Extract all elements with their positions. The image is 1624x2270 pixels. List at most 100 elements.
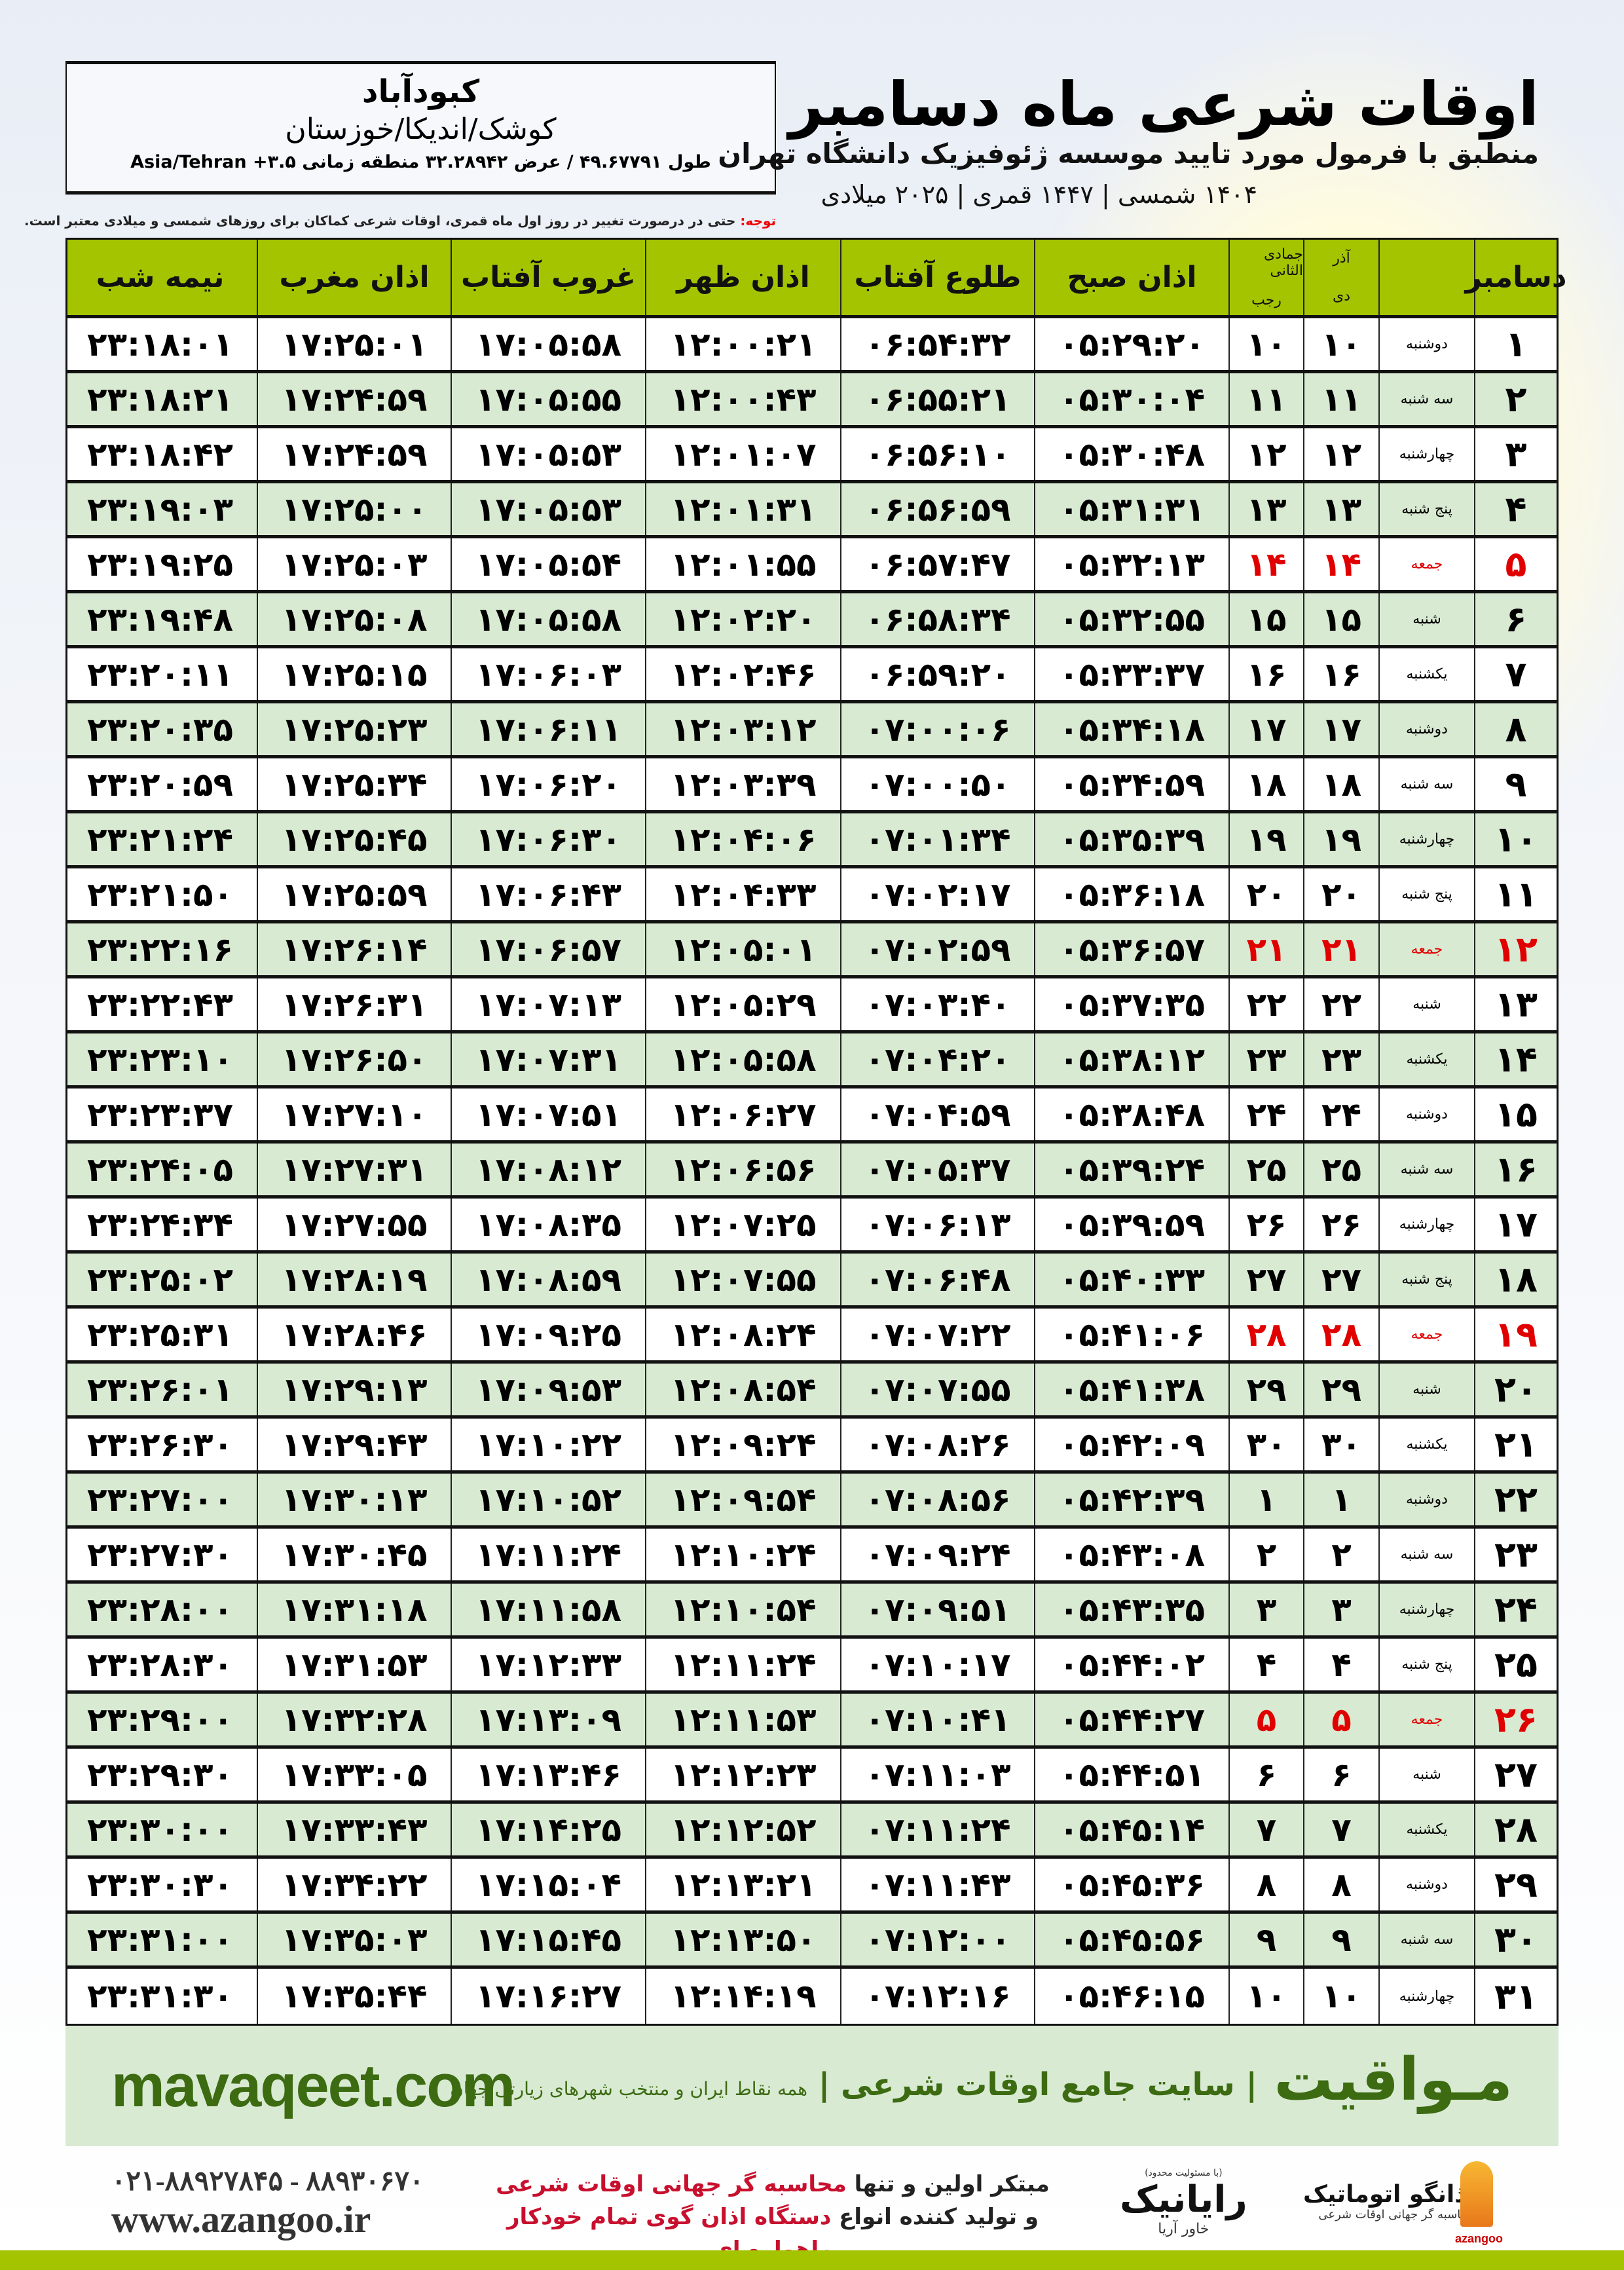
cell-day: ۴ <box>1474 483 1557 535</box>
cell-zohr: ۱۲:۰۵:۲۹ <box>645 978 840 1030</box>
cell-weekday: دوشنبه <box>1378 1474 1474 1525</box>
cell-sobh: ۰۵:۳۹:۵۹ <box>1034 1199 1228 1250</box>
region-name: کوشک/اندیکا/خوزستان <box>285 113 557 146</box>
site-link[interactable]: mavaqeet.com <box>111 2053 515 2119</box>
cell-hijri-day: ۲۵ <box>1228 1144 1303 1195</box>
table-row: ۳ چهارشنبه ۱۲ ۱۲ ۰۵:۳۰:۴۸ ۰۶:۵۶:۱۰ ۱۲:۰۱:۰۷ ۱۷:… <box>67 428 1557 483</box>
cell-shamsi-day: ۲۴ <box>1303 1088 1378 1140</box>
cell-day: ۲۷ <box>1474 1749 1557 1800</box>
promo-line2b: دستگاه اذان گوی تمام خودکار ماهواره ای <box>506 2204 834 2263</box>
cell-hijri-day: ۲۱ <box>1228 923 1303 975</box>
cell-day: ۱۶ <box>1474 1144 1557 1195</box>
cell-hijri-day: ۴ <box>1228 1639 1303 1690</box>
cell-zohr: ۱۲:۱۰:۵۴ <box>645 1584 840 1635</box>
cell-zohr: ۱۲:۰۶:۲۷ <box>645 1088 840 1140</box>
cell-maghrib: ۱۷:۲۷:۱۰ <box>257 1088 451 1140</box>
cell-zohr: ۱۲:۰۶:۵۶ <box>645 1144 840 1195</box>
cell-nimeshab: ۲۳:۲۲:۱۶ <box>86 930 234 969</box>
cell-hijri-day: ۲۴ <box>1228 1088 1303 1140</box>
cell-zohr: ۱۲:۰۹:۲۴ <box>645 1419 840 1470</box>
table-row: ۶ شنبه ۱۵ ۱۵ ۰۵:۳۲:۵۵ ۰۶:۵۸:۳۴ ۱۲:۰۲:۲۰ ۱۷:۰۵:۵… <box>67 593 1557 648</box>
cell-day: ۲۰ <box>1474 1364 1557 1415</box>
cell-maghrib: ۱۷:۳۱:۵۳ <box>257 1639 451 1690</box>
cell-tolu: ۰۷:۱۱:۰۳ <box>840 1749 1034 1800</box>
cell-maghrib: ۱۷:۳۵:۰۳ <box>257 1914 451 1965</box>
table-row: ۱۴ یکشنبه ۲۳ ۲۳ ۰۵:۳۸:۱۲ ۰۷:۰۴:۲۰ ۱۲:۰۵:۵۸ ۱۷:۰… <box>67 1033 1557 1088</box>
cell-maghrib: ۱۷:۳۵:۴۴ <box>257 1969 451 2024</box>
cell-nimeshab: ۲۳:۲۷:۳۰ <box>86 1535 234 1574</box>
cell-nimeshab: ۲۳:۱۹:۴۸ <box>86 600 234 639</box>
cell-zohr: ۱۲:۱۴:۱۹ <box>645 1969 840 2024</box>
note-label: توجه: <box>740 213 776 229</box>
header-weekday <box>1378 240 1474 315</box>
cell-maghrib: ۱۷:۲۹:۱۳ <box>257 1364 451 1415</box>
cell-hijri-day: ۲۰ <box>1228 868 1303 920</box>
cell-shamsi-day: ۱۲ <box>1303 428 1378 480</box>
azangoo-latin: azangoo <box>1455 2232 1504 2245</box>
table-row: ۱۹ جمعه ۲۸ ۲۸ ۰۵:۴۱:۰۶ ۰۷:۰۷:۲۲ ۱۲:۰۸:۲۴ ۱۷:۰۹:… <box>67 1309 1557 1364</box>
cell-tolu: ۰۶:۵۹:۲۰ <box>840 648 1034 700</box>
cell-tolu: ۰۶:۵۸:۳۴ <box>840 593 1034 645</box>
cell-ghoroob: ۱۷:۰۷:۱۳ <box>451 978 645 1030</box>
cell-ghoroob: ۱۷:۰۵:۵۸ <box>451 593 645 645</box>
cell-sobh: ۰۵:۳۰:۴۸ <box>1034 428 1228 480</box>
cell-hijri-day: ۲۸ <box>1228 1309 1303 1360</box>
cell-zohr: ۱۲:۰۳:۱۲ <box>645 703 840 755</box>
cell-sobh: ۰۵:۳۳:۳۷ <box>1034 648 1228 700</box>
cell-weekday: چهارشنبه <box>1378 428 1474 480</box>
promo-text: مبتکر اولین و تنها محاسبه گر جهانی اوقات… <box>485 2168 1061 2266</box>
header-dey: دی <box>1332 288 1351 305</box>
cell-shamsi-day: ۲۶ <box>1303 1199 1378 1250</box>
cell-ghoroob: ۱۷:۰۷:۵۱ <box>451 1088 645 1140</box>
cell-zohr: ۱۲:۱۱:۲۴ <box>645 1639 840 1690</box>
cell-maghrib: ۱۷:۳۰:۴۵ <box>257 1529 451 1580</box>
table-row: ۲۱ یکشنبه ۳۰ ۳۰ ۰۵:۴۲:۰۹ ۰۷:۰۸:۲۶ ۱۲:۰۹:۲۴ ۱۷:۱… <box>67 1419 1557 1474</box>
header-jumada: جمادی الثانی <box>1263 246 1303 279</box>
mosque-dome-icon <box>1460 2161 1493 2227</box>
mavaqeet-banner: مـواقیت | سایت جامع اوقات شرعی | همه نقا… <box>65 2026 1559 2146</box>
cell-nimeshab: ۲۳:۲۵:۳۱ <box>86 1315 234 1354</box>
cell-ghoroob: ۱۷:۰۶:۲۰ <box>451 758 645 810</box>
cell-sobh: ۰۵:۴۲:۰۹ <box>1034 1419 1228 1470</box>
cell-maghrib: ۱۷:۲۸:۱۹ <box>257 1254 451 1305</box>
cell-nimeshab: ۲۳:۲۸:۰۰ <box>86 1590 234 1629</box>
cell-ghoroob: ۱۷:۰۸:۳۵ <box>451 1199 645 1250</box>
cell-ghoroob: ۱۷:۰۵:۵۸ <box>451 318 645 370</box>
cell-ghoroob: ۱۷:۱۵:۴۵ <box>451 1914 645 1965</box>
cell-nimeshab: ۲۳:۲۲:۴۳ <box>86 985 234 1024</box>
cell-sobh: ۰۵:۳۲:۱۳ <box>1034 538 1228 590</box>
cell-hijri-day: ۹ <box>1228 1914 1303 1965</box>
cell-sobh: ۰۵:۴۲:۳۹ <box>1034 1474 1228 1525</box>
cell-sobh: ۰۵:۴۱:۳۸ <box>1034 1364 1228 1415</box>
cell-sobh: ۰۵:۴۱:۰۶ <box>1034 1309 1228 1360</box>
cell-shamsi-day: ۱۴ <box>1303 538 1378 590</box>
cell-weekday: جمعه <box>1378 1309 1474 1360</box>
cell-weekday: دوشنبه <box>1378 703 1474 755</box>
cell-weekday: سه شنبه <box>1378 373 1474 425</box>
cell-weekday: سه شنبه <box>1378 758 1474 810</box>
cell-day: ۱۰ <box>1474 813 1557 865</box>
cell-ghoroob: ۱۷:۱۳:۴۶ <box>451 1749 645 1800</box>
cell-day: ۷ <box>1474 648 1557 700</box>
cell-shamsi-day: ۱۵ <box>1303 593 1378 645</box>
header-zohr: اذان ظهر <box>645 240 840 315</box>
cell-day: ۵ <box>1474 538 1557 590</box>
cell-ghoroob: ۱۷:۱۳:۰۹ <box>451 1694 645 1745</box>
cell-zohr: ۱۲:۰۹:۵۴ <box>645 1474 840 1525</box>
coordinates: طول ۴۹.۶۷۷۹۱ / عرض ۳۲.۲۸۹۴۲ منطقه زمانی … <box>130 152 711 172</box>
cell-zohr: ۱۲:۰۲:۲۰ <box>645 593 840 645</box>
azangoo-website[interactable]: www.azangoo.ir <box>111 2198 371 2241</box>
cell-tolu: ۰۷:۱۱:۴۳ <box>840 1859 1034 1910</box>
cell-weekday: دوشنبه <box>1378 1859 1474 1910</box>
cell-ghoroob: ۱۷:۱۲:۳۳ <box>451 1639 645 1690</box>
cell-weekday: سه شنبه <box>1378 1529 1474 1580</box>
cell-zohr: ۱۲:۰۷:۵۵ <box>645 1254 840 1305</box>
cell-weekday: سه شنبه <box>1378 1914 1474 1965</box>
cell-day: ۱۷ <box>1474 1199 1557 1250</box>
cell-day: ۲۴ <box>1474 1584 1557 1635</box>
cell-maghrib: ۱۷:۲۵:۰۰ <box>257 483 451 535</box>
cell-maghrib: ۱۷:۳۳:۴۳ <box>257 1804 451 1855</box>
cell-tolu: ۰۷:۰۸:۵۶ <box>840 1474 1034 1525</box>
cell-zohr: ۱۲:۰۳:۳۹ <box>645 758 840 810</box>
cell-ghoroob: ۱۷:۰۶:۱۱ <box>451 703 645 755</box>
